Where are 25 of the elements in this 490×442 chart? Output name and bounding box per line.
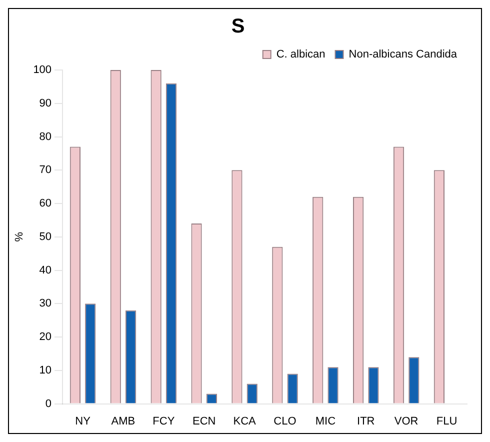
x-tick-label: FLU [436,415,458,428]
y-tick-label: 40 [39,264,52,276]
y-tick-label: 70 [39,164,52,176]
legend-label: Non-albicans Candida [348,48,458,61]
chart-title: S [231,16,245,38]
y-tick-label: 30 [39,298,52,310]
x-tick-label: FCY [152,415,176,428]
y-tick-label: 0 [45,398,52,410]
x-tick-label: NY [75,415,92,428]
x-tick-label: ITR [357,415,375,428]
y-tick-label: 10 [39,364,52,376]
y-tick-label: 100 [33,64,52,76]
x-tick-label: CLO [274,415,297,428]
y-tick-label: 50 [39,230,52,243]
x-tick-label: AMB [111,415,136,428]
x-tick-label: ECN [192,415,216,428]
y-axis-title: % [14,232,26,242]
legend-label: C. albican [276,48,326,61]
y-tick-label: 90 [39,97,52,110]
y-tick-label: 80 [39,130,52,143]
x-tick-label: MIC [315,415,336,428]
y-tick-label: 60 [39,198,52,210]
y-tick-label: 20 [39,331,52,344]
x-tick-label: VOR [394,415,418,428]
x-tick-label: KCA [233,415,257,428]
